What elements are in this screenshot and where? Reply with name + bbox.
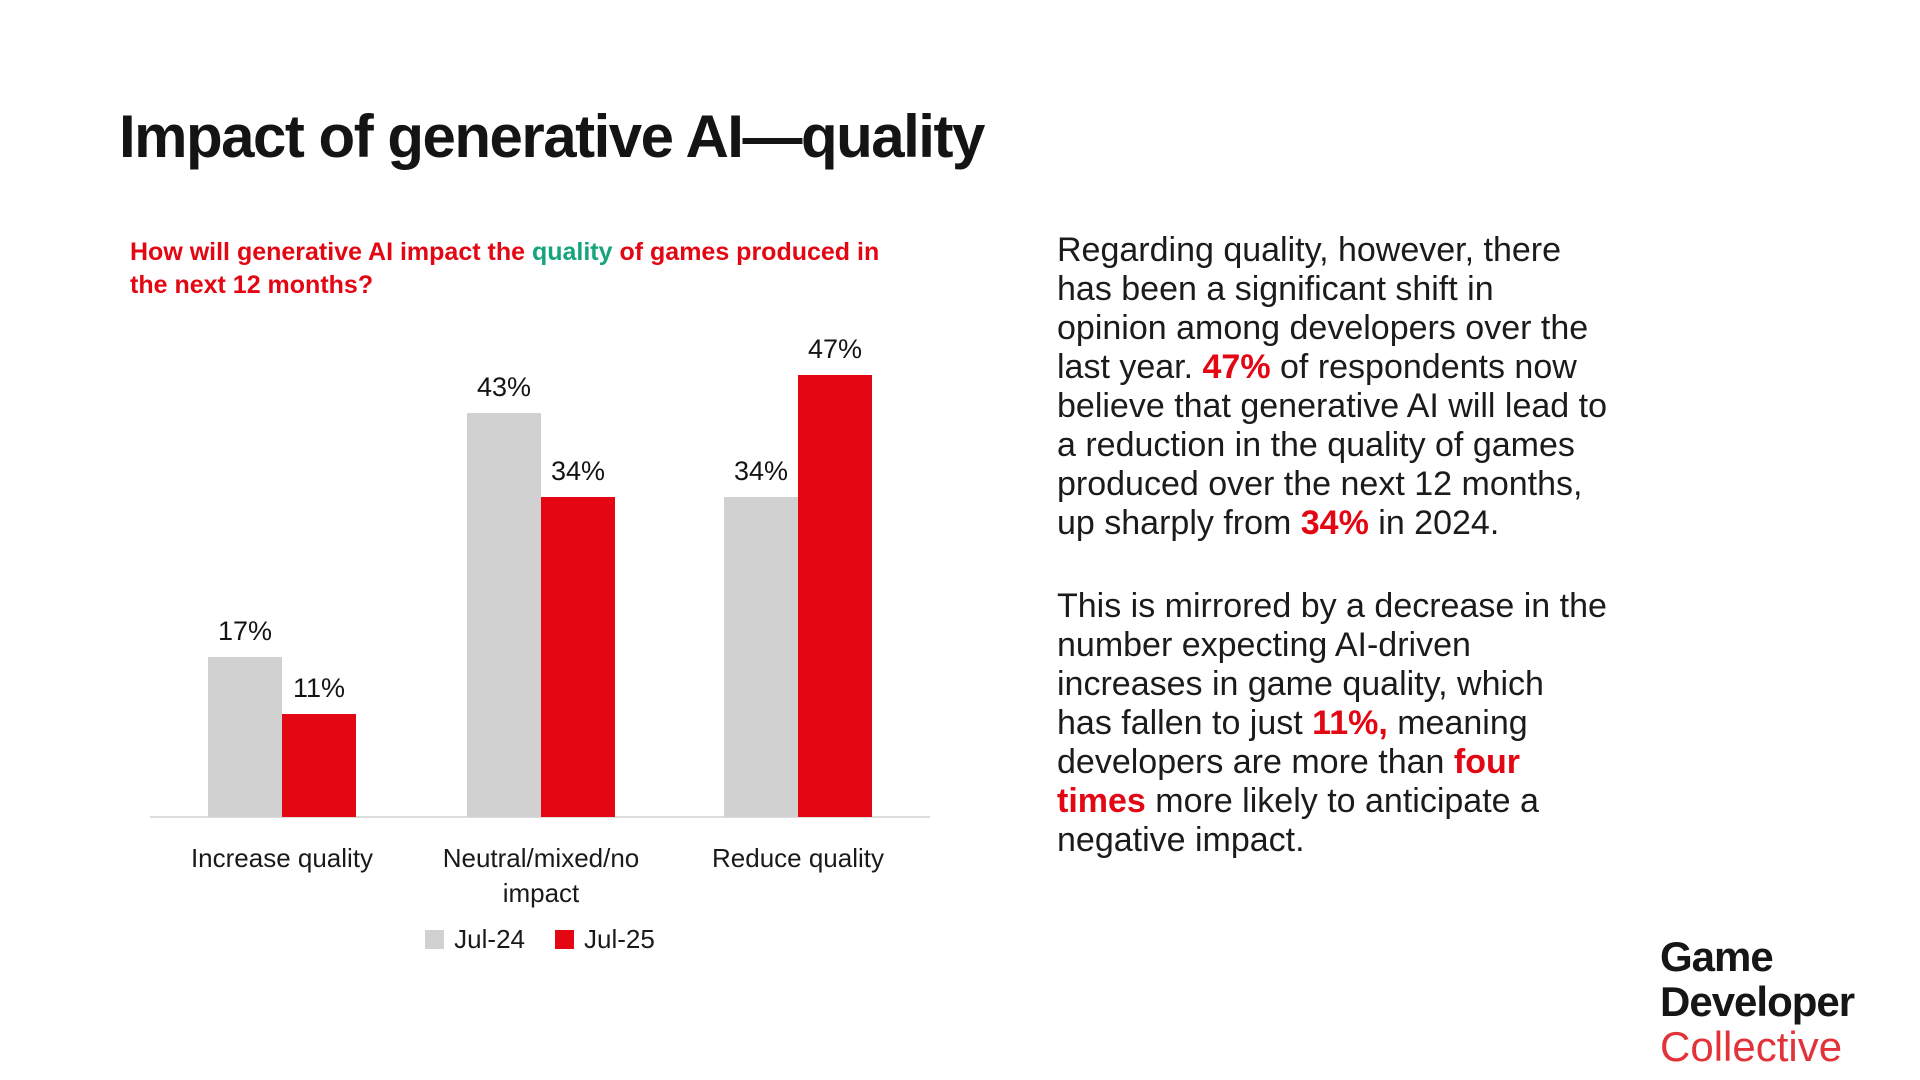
text-line: last year. 47% of respondents now <box>1057 348 1607 387</box>
bar-group: 34% 47% Reduce quality <box>712 330 884 873</box>
text-segment: number expecting AI-driven <box>1057 626 1471 664</box>
bar-column: 34% <box>541 330 615 817</box>
text-segment: in 2024. <box>1368 504 1500 542</box>
text-segment: negative impact. <box>1057 821 1305 859</box>
text-segment: four <box>1453 743 1520 781</box>
bar-value-label: 34% <box>550 456 606 486</box>
bar-jul-25 <box>282 714 356 817</box>
category-label: Neutral/mixed/no impact <box>442 843 640 908</box>
bar-value-label: 43% <box>476 372 532 402</box>
page-title: Impact of generative AI—quality <box>119 103 985 171</box>
legend-item-jul-25: Jul-25 <box>555 924 655 955</box>
text-segment: 47% <box>1202 348 1271 386</box>
text-segment: up sharply from <box>1057 504 1301 542</box>
text-line: increases in game quality, which <box>1057 665 1607 704</box>
bar-group: 43% 34% Neutral/mixed/no impact <box>443 330 640 908</box>
text-line: times more likely to anticipate a <box>1057 782 1607 821</box>
text-segment: of respondents now <box>1270 348 1577 386</box>
text-segment: more likely to anticipate a <box>1145 782 1539 820</box>
category-label: Reduce quality <box>712 843 884 873</box>
text-line: produced over the next 12 months, <box>1057 465 1607 504</box>
bar-column: 34% <box>724 330 798 817</box>
text-line: has been a significant shift in <box>1057 270 1607 309</box>
text-segment: opinion among developers over the <box>1057 309 1589 347</box>
paragraph-quality-shift: Regarding quality, however, there has bee… <box>1057 231 1607 543</box>
bar-value-label: 47% <box>807 334 863 364</box>
bar-jul-25 <box>541 497 615 817</box>
text-line: believe that generative AI will lead to <box>1057 387 1607 426</box>
legend-label: Jul-24 <box>454 924 525 954</box>
bar-jul-24 <box>724 497 798 817</box>
bar-group: 17% 11% Increase quality <box>191 330 373 873</box>
chart-legend: Jul-24 Jul-25 <box>150 924 930 955</box>
text-segment: 11%, <box>1312 704 1388 742</box>
text-segment: How will generative AI impact the <box>130 238 532 266</box>
bar-column: 43% <box>467 330 541 817</box>
body-text: Regarding quality, however, there has bee… <box>1057 231 1607 860</box>
text-segment: This is mirrored by a decrease in the <box>1057 587 1607 625</box>
text-segment: believe that generative AI will lead to <box>1057 387 1608 425</box>
chart-question: How will generative AI impact the qualit… <box>130 236 879 302</box>
text-line: Regarding quality, however, there <box>1057 231 1607 270</box>
text-segment: produced over the next 12 months, <box>1057 465 1583 503</box>
text-segment: times <box>1057 782 1146 820</box>
bar-jul-24 <box>208 657 282 817</box>
bar-value-label: 34% <box>733 456 789 486</box>
legend-swatch <box>555 930 574 949</box>
text-segment: meaning <box>1387 704 1528 742</box>
text-line: opinion among developers over the <box>1057 309 1607 348</box>
text-segment: increases in game quality, which <box>1057 665 1544 703</box>
bar-jul-25 <box>798 375 872 817</box>
text-segment: Regarding quality, however, there <box>1057 231 1562 269</box>
bar-column: 11% <box>282 330 356 817</box>
legend-swatch <box>425 930 445 949</box>
text-line: a reduction in the quality of games <box>1057 426 1607 465</box>
text-segment: a reduction in the quality of games <box>1057 426 1575 464</box>
text-segment: 34% <box>1300 504 1369 542</box>
text-segment: has fallen to just <box>1057 704 1313 742</box>
text-line: up sharply from 34% in 2024. <box>1057 504 1607 543</box>
logo-line-developer: Developer <box>1660 978 1855 1025</box>
text-segment: quality <box>531 238 613 266</box>
category-label: Increase quality <box>190 843 374 873</box>
logo-game-developer-collective: Game Developer Collective <box>1660 933 1855 1070</box>
bar-jul-24 <box>467 413 541 817</box>
x-axis-line <box>150 816 930 818</box>
text-segment: of games produced in <box>612 238 880 266</box>
legend-label: Jul-25 <box>584 924 655 954</box>
text-segment: developers are more than <box>1057 743 1454 781</box>
text-segment: has been a significant shift in <box>1057 270 1494 308</box>
text-line: negative impact. <box>1057 821 1607 860</box>
bar-value-label: 11% <box>292 673 346 703</box>
chart-plot: 17% 11% Increase quality 43% 34% Neutral/mixe… <box>150 330 930 908</box>
text-line: the next 12 months? <box>130 269 879 302</box>
text-line: This is mirrored by a decrease in the <box>1057 587 1607 626</box>
text-line: How will generative AI impact the qualit… <box>130 236 879 269</box>
text-segment: the next 12 months? <box>130 271 374 299</box>
bar-column: 47% <box>798 330 872 817</box>
text-line: number expecting AI-driven <box>1057 626 1607 665</box>
text-segment: last year. <box>1057 348 1203 386</box>
logo-line-game: Game <box>1660 933 1774 980</box>
text-line: has fallen to just 11%, meaning <box>1057 704 1607 743</box>
paragraph-mirrored-decrease: This is mirrored by a decrease in the num… <box>1057 587 1607 860</box>
bar-value-label: 17% <box>217 616 273 646</box>
text-line: developers are more than four <box>1057 743 1607 782</box>
logo-line-collective: Collective <box>1660 1023 1843 1070</box>
bar-column: 17% <box>208 330 282 817</box>
legend-item-jul-24: Jul-24 <box>425 924 525 955</box>
